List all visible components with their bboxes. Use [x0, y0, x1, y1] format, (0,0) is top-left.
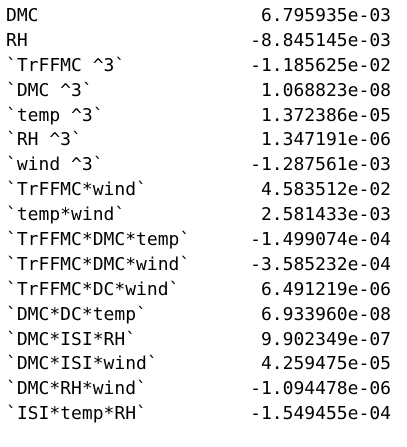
term-name: `DMC*RH*wind`	[6, 378, 147, 400]
coefficient-row: `TrFFMC*DMC*temp` -1.499074e-04	[6, 228, 401, 253]
coefficient-value: -8.845145e-03	[250, 29, 391, 51]
term-name: `TrFFMC*DC*wind`	[6, 278, 180, 300]
coefficient-value: 9.902349e-07	[260, 328, 391, 350]
coefficient-row: `TrFFMC ^3` -1.185625e-02	[6, 54, 401, 79]
coefficient-row: RH -8.845145e-03	[6, 29, 401, 54]
term-name: `DMC ^3`	[6, 79, 93, 101]
coefficient-row: `ISI*temp*RH` -1.549455e-04	[6, 402, 401, 427]
coefficient-row: `RH ^3` 1.347191e-06	[6, 128, 401, 153]
term-name: `wind ^3`	[6, 154, 104, 176]
coefficient-value: -3.585232e-04	[250, 253, 391, 275]
term-name: `TrFFMC*DMC*wind`	[6, 253, 191, 275]
term-name: RH	[6, 29, 28, 51]
term-name: `RH ^3`	[6, 129, 82, 151]
coefficient-value: 6.933960e-08	[260, 303, 391, 325]
coefficient-value: 1.372386e-05	[260, 104, 391, 126]
coefficient-value: 6.491219e-06	[260, 278, 391, 300]
coefficient-row: `TrFFMC*wind` 4.583512e-02	[6, 178, 401, 203]
term-name: `DMC*ISI*wind`	[6, 353, 158, 375]
term-name: `TrFFMC ^3`	[6, 54, 126, 76]
coefficient-row: DMC 6.795935e-03	[6, 4, 401, 29]
term-name: `TrFFMC*wind`	[6, 179, 147, 201]
coefficient-row: `DMC ^3` 1.068823e-08	[6, 79, 401, 104]
coefficient-row: `DMC*ISI*RH` 9.902349e-07	[6, 328, 401, 353]
coefficient-row: `TrFFMC*DMC*wind` -3.585232e-04	[6, 253, 401, 278]
coefficient-value: 6.795935e-03	[260, 5, 391, 26]
coefficient-value: -1.287561e-03	[250, 154, 391, 176]
coefficient-value: 2.581433e-03	[260, 204, 391, 226]
coefficient-value: 1.347191e-06	[260, 129, 391, 151]
coefficient-value: 1.068823e-08	[260, 79, 391, 101]
coefficient-row: `temp*wind` 2.581433e-03	[6, 203, 401, 228]
coefficient-value: -1.185625e-02	[250, 54, 391, 76]
coefficient-value: 4.259475e-05	[260, 353, 391, 375]
term-name: `temp ^3`	[6, 104, 104, 126]
coefficient-row: `temp ^3` 1.372386e-05	[6, 104, 401, 129]
term-name: `TrFFMC*DMC*temp`	[6, 229, 191, 251]
coefficient-row: `wind ^3` -1.287561e-03	[6, 153, 401, 178]
term-name: DMC	[6, 5, 39, 26]
coefficient-row: `DMC*RH*wind` -1.094478e-06	[6, 377, 401, 402]
coefficient-value: -1.549455e-04	[250, 403, 391, 425]
coefficient-row: `DMC*DC*temp` 6.933960e-08	[6, 303, 401, 328]
coefficient-value: 4.583512e-02	[260, 179, 391, 201]
term-name: `ISI*temp*RH`	[6, 403, 147, 425]
term-name: `DMC*DC*temp`	[6, 303, 147, 325]
coefficient-value: -1.499074e-04	[250, 229, 391, 251]
coefficient-row: `DMC*ISI*wind` 4.259475e-05	[6, 352, 401, 377]
term-name: `DMC*ISI*RH`	[6, 328, 137, 350]
coefficient-row: `TrFFMC*DC*wind` 6.491219e-06	[6, 278, 401, 303]
term-name: `temp*wind`	[6, 204, 126, 226]
coefficient-value: -1.094478e-06	[250, 378, 391, 400]
